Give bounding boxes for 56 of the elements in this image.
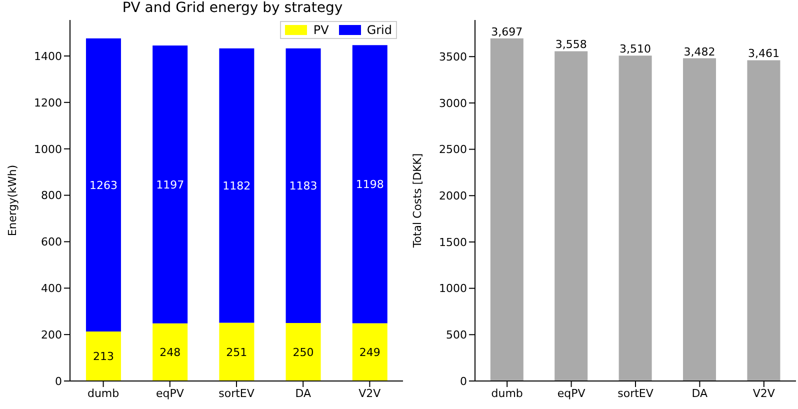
bar <box>286 48 321 323</box>
y-tick-label: 1400 <box>34 50 62 63</box>
y-tick-label: 200 <box>41 328 62 342</box>
y-tick-label: 0 <box>55 374 62 388</box>
legend-label: PV <box>313 22 329 38</box>
bar <box>352 45 388 324</box>
data-label: 3,482 <box>684 45 716 58</box>
x-tick-label: eqPV <box>557 386 586 400</box>
data-label: 249 <box>359 346 380 359</box>
data-label: 3,461 <box>748 47 780 60</box>
y-axis-title: Total Costs [DKK] <box>410 153 424 249</box>
bar <box>152 323 188 381</box>
bar <box>152 46 188 324</box>
y-tick-label: 800 <box>41 189 62 202</box>
data-label: 3,510 <box>620 42 652 56</box>
bar <box>86 332 121 381</box>
data-label: 250 <box>292 346 314 359</box>
x-tick-label: DA <box>295 386 312 400</box>
y-tick-label: 3500 <box>439 50 467 64</box>
y-tick-label: 0 <box>460 374 467 388</box>
bar <box>352 323 388 381</box>
bar <box>219 48 254 323</box>
data-label: 3,697 <box>491 25 523 38</box>
x-tick-label: dumb <box>87 386 120 400</box>
data-label: 1182 <box>222 179 251 192</box>
bar <box>219 322 254 381</box>
y-tick-label: 400 <box>41 282 62 296</box>
y-tick-label: 1500 <box>439 236 467 249</box>
y-tick-label: 3000 <box>439 96 467 110</box>
data-label: 248 <box>160 346 181 360</box>
data-label: 1263 <box>89 178 118 192</box>
y-tick-label: 1200 <box>34 96 62 110</box>
y-tick-label: 600 <box>41 236 62 249</box>
x-tick-label: sortEV <box>618 386 654 400</box>
x-tick-label: sortEV <box>218 386 255 400</box>
data-label: 251 <box>226 346 248 359</box>
legend-label: Grid <box>366 22 392 38</box>
bar <box>286 322 321 381</box>
data-label: 213 <box>92 350 114 364</box>
x-tick-label: V2V <box>752 386 776 400</box>
x-tick-label: DA <box>692 386 708 400</box>
data-label: 1198 <box>356 178 384 192</box>
x-tick-label: dumb <box>491 386 523 400</box>
chart-title: PV and Grid energy by strategy <box>121 0 344 16</box>
y-tick-label: 1000 <box>439 282 467 296</box>
y-tick-label: 1000 <box>34 142 62 156</box>
bar <box>86 38 121 332</box>
data-label: 1197 <box>156 178 184 192</box>
y-tick-label: 2000 <box>439 190 467 203</box>
y-tick-label: 500 <box>446 328 467 342</box>
data-label: 3,558 <box>555 38 587 52</box>
data-label: 1183 <box>289 180 318 193</box>
x-tick-label: V2V <box>358 386 382 400</box>
x-tick-label: eqPV <box>156 386 184 400</box>
y-tick-label: 2500 <box>439 143 467 156</box>
y-axis-title: Energy(kWh) <box>6 164 19 236</box>
